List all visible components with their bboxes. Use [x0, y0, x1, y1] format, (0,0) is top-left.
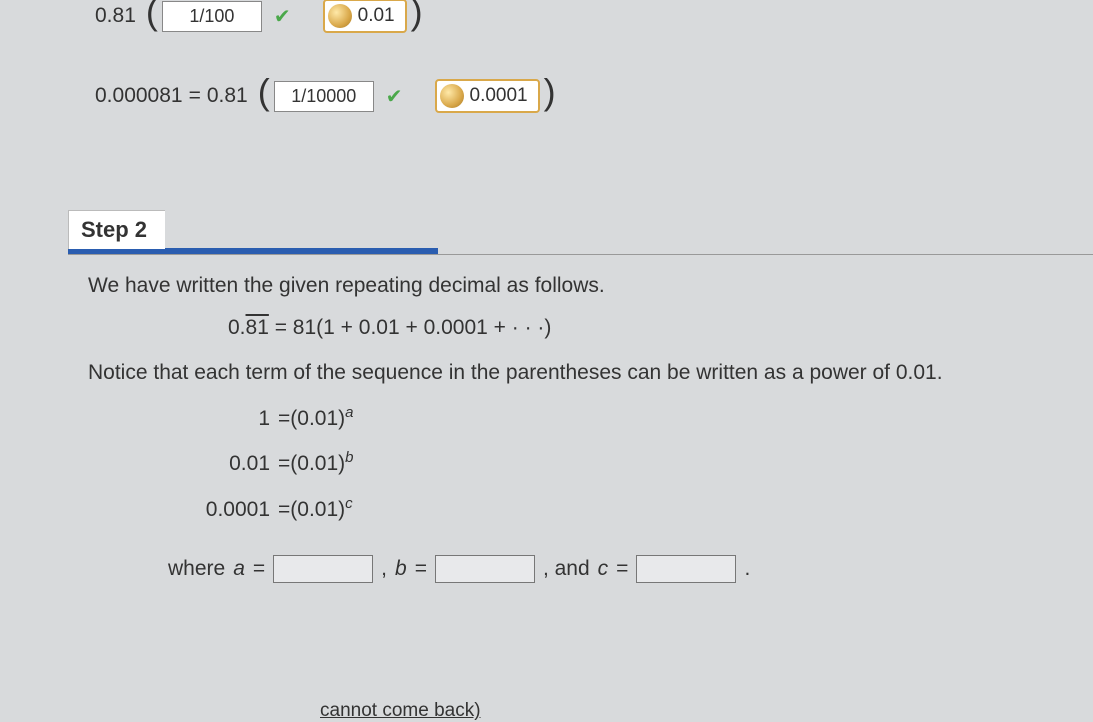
checkmark-icon: ✔: [386, 84, 403, 109]
equation-row-1: 0.81 ( ✔ 0.01 ): [95, 0, 427, 37]
row1-answer: 0.01: [358, 5, 395, 27]
step-tab: Step 2: [68, 210, 165, 249]
row2-coef: 0.81: [207, 84, 248, 108]
open-paren: (: [146, 0, 158, 33]
step-body: We have written the given repeating deci…: [88, 262, 1063, 585]
input-b[interactable]: [435, 555, 535, 583]
decimal-repeat: 81: [246, 316, 269, 339]
row2-answer-box: 0.0001: [435, 79, 540, 113]
close-paren: ): [411, 0, 423, 33]
expansion-text: = 81(1 + 0.01 + 0.0001 + · · ·): [269, 316, 552, 339]
row1-answer-box: 0.01: [323, 0, 407, 33]
power-row-a: 1 = (0.01)a: [168, 403, 1063, 435]
input-c[interactable]: [636, 555, 736, 583]
row2-input[interactable]: [274, 81, 374, 112]
input-a[interactable]: [273, 555, 373, 583]
equals-sign: =: [189, 84, 201, 108]
step-underline: [68, 254, 1093, 255]
open-paren: (: [258, 71, 270, 113]
coin-icon: [440, 84, 464, 108]
row2-answer: 0.0001: [470, 85, 528, 107]
notice-text: Notice that each term of the sequence in…: [88, 357, 1063, 389]
repeating-decimal-equation: 0.81 = 81(1 + 0.01 + 0.0001 + · · ·): [228, 312, 1063, 344]
row1-input[interactable]: [162, 1, 262, 32]
row1-prefix: 0.81: [95, 4, 136, 28]
equation-row-2: 0.000081 = 0.81 ( ✔ 0.0001 ): [95, 75, 560, 117]
close-paren: ): [544, 71, 556, 113]
checkmark-icon: ✔: [274, 4, 291, 29]
cursor-char: e: [679, 361, 691, 384]
coin-icon: [328, 4, 352, 28]
power-row-b: 0.01 = (0.01)b: [168, 448, 1063, 480]
row2-lhs: 0.000081: [95, 84, 183, 108]
bottom-cutoff-text: cannot come back): [320, 700, 481, 722]
decimal-prefix: 0.: [228, 316, 246, 339]
step-header: Step 2: [68, 210, 1093, 255]
power-row-c: 0.0001 = (0.01)c: [168, 494, 1063, 526]
where-row: where a = , b = , and c = .: [168, 553, 1063, 585]
step-intro: We have written the given repeating deci…: [88, 270, 1063, 302]
